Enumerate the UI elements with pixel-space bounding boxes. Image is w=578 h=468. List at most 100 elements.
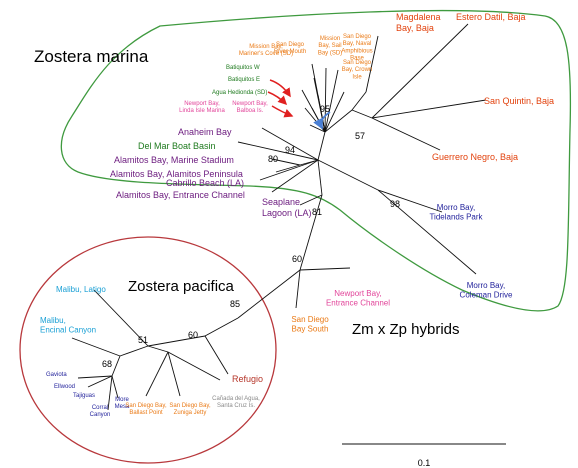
bootstrap-98: 98 xyxy=(390,199,400,209)
taxon-label-line: Corral xyxy=(92,405,108,411)
taxon-label-line: Coleman Drive xyxy=(460,291,513,300)
taxon-label: Alamitos Bay, Entrance Channel xyxy=(116,190,245,200)
taxon-label-line: Bay, Baja xyxy=(396,23,434,33)
taxon-label: Seaplane Lagoon (LA) xyxy=(262,197,312,218)
taxon-label-line: Newport Bay, xyxy=(334,289,381,298)
taxon-label-line: Tajiguas xyxy=(73,393,95,399)
taxon-label-line: Malibu, Latigo xyxy=(56,285,106,294)
group-label-marina: Zostera marina xyxy=(34,47,149,66)
taxon-label-line: Mission xyxy=(320,36,340,42)
taxon-label-line: San Diego xyxy=(343,60,372,66)
taxon-label-line: Agua Hedionda (SD) xyxy=(212,90,267,96)
taxon-label: Tajiguas xyxy=(73,393,95,399)
taxon-label-line: Mesa xyxy=(115,404,130,410)
bootstrap-51: 51 xyxy=(138,335,148,345)
taxon-label-line: Lagoon (LA) xyxy=(262,208,312,218)
taxon-label-line: Encinal Canyon xyxy=(40,326,96,335)
taxon-label-line: San Diego xyxy=(343,34,372,40)
taxon-label: More Mesa xyxy=(115,397,130,410)
taxon-label: Del Mar Boat Basin xyxy=(138,141,216,151)
taxon-label-line: Ellwood xyxy=(54,384,75,390)
bootstrap-80: 80 xyxy=(268,154,278,164)
taxon-label-line: River Mouth xyxy=(274,49,306,55)
taxon-label-line: Mariner's Cove (SD) xyxy=(239,51,293,57)
taxon-label-line: Balboa Is. xyxy=(237,108,264,114)
taxon-label: Estero Datil, Baja xyxy=(456,12,526,22)
taxon-label: Newport Bay, Balboa Is. xyxy=(232,101,268,114)
taxon-label: Alamitos Bay, Marine Stadium xyxy=(114,155,234,165)
taxon-label-line: Mission Bay, xyxy=(249,44,283,50)
zostera-pacifica-outline xyxy=(19,236,277,464)
bootstrap-81: 81 xyxy=(312,207,322,217)
taxon-label-line: Santa Cruz Is. xyxy=(217,403,255,409)
taxon-label-line: Ballast Point xyxy=(129,410,163,416)
taxon-label-line: San Diego Bay, xyxy=(125,403,167,409)
taxon-label: Malibu, Encinal Canyon xyxy=(40,316,96,335)
taxon-label: Cabrillo Beach (LA) xyxy=(166,178,244,188)
taxon-label-line: Morro Bay, xyxy=(437,203,476,212)
bootstrap-68: 68 xyxy=(102,359,112,369)
taxon-label-line: Anaheim Bay xyxy=(178,127,232,137)
scale-bar-label: 0.1 xyxy=(418,458,431,468)
taxon-label-line: San Diego xyxy=(276,42,305,48)
taxon-label: San Diego Bay, Naval Amphibious Base xyxy=(341,34,372,62)
bootstrap-60b: 60 xyxy=(188,330,198,340)
taxon-label: Malibu, Latigo xyxy=(56,285,106,294)
taxon-label-line: Morro Bay, xyxy=(467,281,506,290)
taxon-label-line: Cañada del Agua, xyxy=(212,396,260,402)
bootstrap-values: 95 57 94 80 81 98 60 85 60 51 68 xyxy=(102,104,400,369)
taxon-label-line: Newport Bay, xyxy=(232,101,268,107)
taxon-label-line: San Quintin, Baja xyxy=(484,96,554,106)
taxon-label-line: Batiquitos W xyxy=(226,65,260,71)
taxon-label: Magdalena Bay, Baja xyxy=(396,12,441,33)
taxon-label: San Diego Bay, Zuniga Jetty xyxy=(169,403,211,416)
taxon-label-line: Estero Datil, Baja xyxy=(456,12,526,22)
taxon-label-line: Newport Bay, xyxy=(184,101,220,107)
taxon-label-line: Entrance Channel xyxy=(326,299,390,308)
taxon-label-line: Alamitos Bay, Marine Stadium xyxy=(114,155,234,165)
taxon-label-line: Cabrillo Beach (LA) xyxy=(166,178,244,188)
taxon-label-line: Refugio xyxy=(232,374,263,384)
taxon-label: Morro Bay, Coleman Drive xyxy=(460,281,513,300)
taxon-label: San Quintin, Baja xyxy=(484,96,554,106)
taxon-label: Corral Canyon xyxy=(90,405,111,418)
taxon-labels: San Diego River Mouth Mission Bay, Sail Bay… xyxy=(40,12,554,418)
taxon-label: San Diego Bay South xyxy=(291,315,329,334)
taxon-label: Batiquitos W xyxy=(226,65,260,71)
taxon-label-line: More xyxy=(115,397,129,403)
taxon-label: San Diego Bay, Crown Isle xyxy=(342,60,373,80)
taxon-label-line: Bay, Sail xyxy=(318,43,341,49)
tree-branches xyxy=(71,23,487,411)
taxon-label-line: Linda Isle Marina xyxy=(179,108,225,114)
taxon-label-line: Base xyxy=(350,56,364,62)
taxon-label: Refugio xyxy=(232,374,263,384)
taxon-label: San Diego River Mouth xyxy=(274,42,306,55)
taxon-label-line: Isle xyxy=(352,74,362,80)
taxon-label: Batiquitos E xyxy=(228,77,260,83)
taxon-label: San Diego Bay, Ballast Point xyxy=(125,403,167,416)
bootstrap-57: 57 xyxy=(355,131,365,141)
taxon-label-line: Tidelands Park xyxy=(429,213,483,222)
taxon-label-line: Del Mar Boat Basin xyxy=(138,141,216,151)
annotation-arrows xyxy=(267,79,331,130)
taxon-label-line: Alamitos Bay, Entrance Channel xyxy=(116,190,245,200)
taxon-label-line: Bay South xyxy=(292,325,329,334)
taxon-label-line: Magdalena xyxy=(396,12,441,22)
taxon-label-line: San Diego Bay, xyxy=(169,403,211,409)
zostera-marina-outline xyxy=(60,9,572,312)
taxon-label: Anaheim Bay xyxy=(178,127,232,137)
taxon-label: Guerrero Negro, Baja xyxy=(432,152,518,162)
taxon-label: Agua Hedionda (SD) xyxy=(212,90,267,96)
taxon-label: Alamitos Bay, Alamitos Peninsula xyxy=(110,169,243,179)
bootstrap-85: 85 xyxy=(230,299,240,309)
taxon-label-line: San Diego xyxy=(291,315,329,324)
taxon-label-line: Seaplane xyxy=(262,197,300,207)
taxon-label: Ellwood xyxy=(54,384,75,390)
taxon-label: Mission Bay, Mariner's Cove (SD) xyxy=(239,44,293,57)
group-label-pacifica: Zostera pacifica xyxy=(128,278,235,295)
taxon-label-line: Alamitos Bay, Alamitos Peninsula xyxy=(110,169,243,179)
taxon-label-line: Canyon xyxy=(90,412,111,418)
taxon-label: Gaviota xyxy=(46,372,67,378)
taxon-label: Cañada del Agua, Santa Cruz Is. xyxy=(212,396,260,409)
